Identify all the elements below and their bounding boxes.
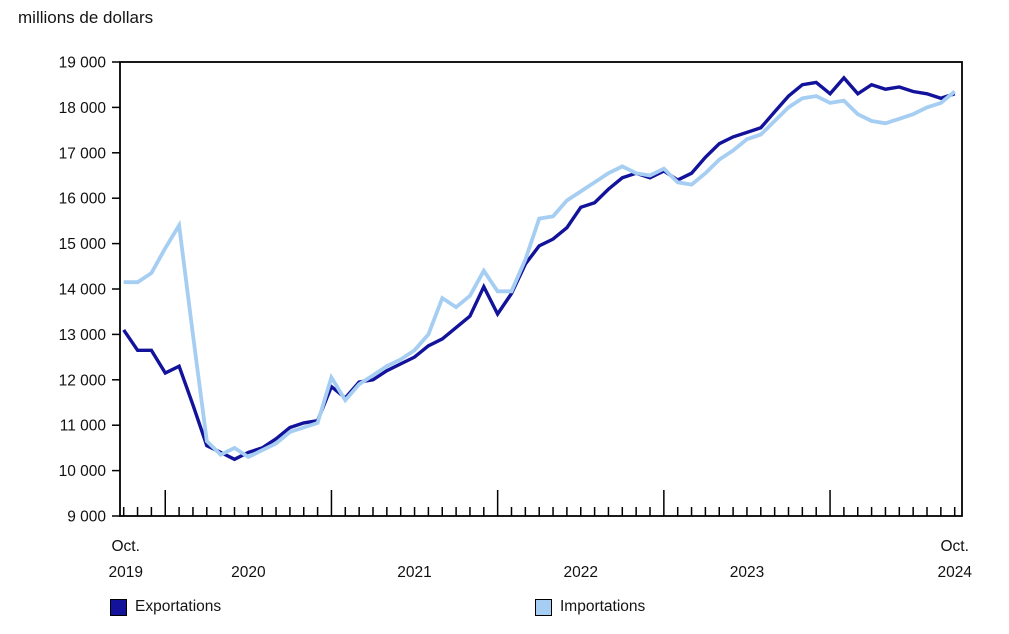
y-axis-label: 16 000 [59, 191, 107, 208]
x-label-start-year: 2019 [108, 564, 142, 581]
x-label-year: 2023 [730, 564, 764, 581]
x-label-year: 2020 [231, 564, 266, 581]
y-axis-label: 12 000 [59, 372, 107, 389]
x-label-end-month: Oct. [940, 538, 968, 555]
y-axis-label: 17 000 [59, 145, 107, 162]
line-plot-canvas: 19 000 18 000 17 000 16 000 15 000 14 000 13 0… [59, 55, 973, 582]
y-axis-label: 14 000 [59, 282, 107, 299]
exportations-line [122, 75, 956, 462]
importations-label: Importations [560, 598, 646, 615]
legend-item-importations: Importations [535, 598, 645, 616]
x-label-year: 2022 [564, 564, 598, 581]
y-axis-label: 9 000 [67, 509, 106, 526]
x-label-year: 2021 [397, 564, 431, 581]
importations-line [123, 90, 956, 460]
y-axis-label: 11 000 [60, 418, 107, 435]
legend-item-exportations: Exportations [110, 598, 221, 616]
plot-border [119, 61, 963, 517]
chart-legend: Exportations Importations [0, 598, 1009, 622]
exportations-label: Exportations [135, 598, 222, 615]
x-label-start-month: Oct. [111, 538, 139, 555]
chart-title: millions de dollars [18, 8, 154, 27]
y-axis-label: 10 000 [59, 463, 107, 480]
y-axis-label: 18 000 [59, 100, 107, 117]
y-axis-label: 13 000 [59, 327, 107, 344]
y-axis-label: 19 000 [59, 55, 107, 72]
y-axis-label: 15 000 [59, 236, 107, 253]
x-label-end-year: 2024 [937, 564, 972, 581]
importations-swatch [535, 598, 552, 616]
exportations-swatch [110, 598, 127, 616]
